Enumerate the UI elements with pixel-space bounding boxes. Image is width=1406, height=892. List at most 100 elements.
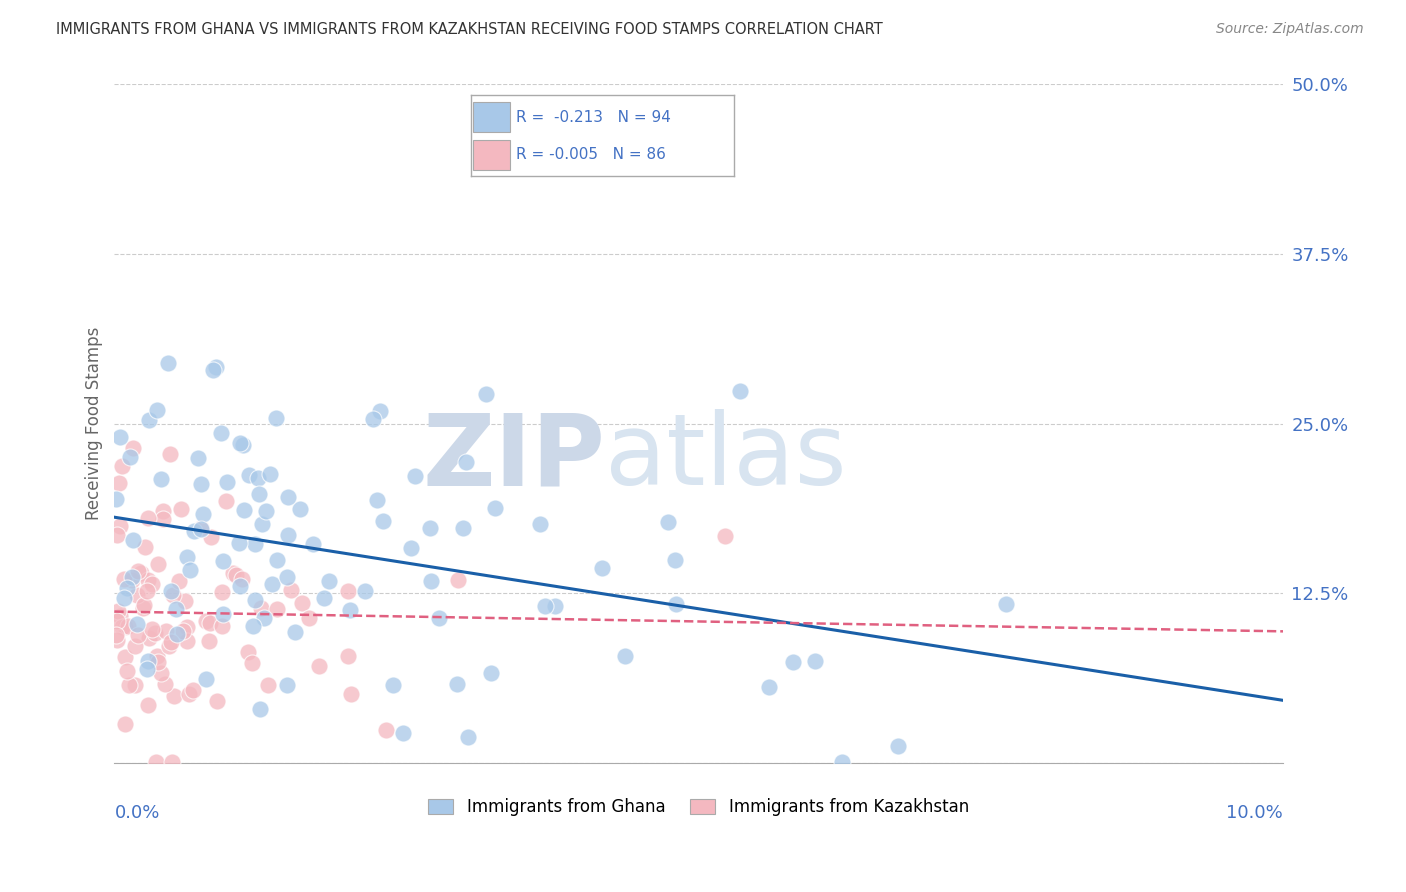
Point (121, 573, 143, 587)
Point (176, 634, 198, 648)
Point (114, 649, 136, 664)
Point (176, 550, 198, 565)
Point (104, 628, 127, 642)
Point (136, 511, 159, 525)
Point (198, 615, 221, 630)
Point (714, 529, 737, 543)
Point (544, 599, 567, 614)
Point (166, 627, 188, 641)
Point (125, 617, 148, 632)
Point (155, 624, 177, 639)
Point (138, 698, 160, 712)
Point (804, 654, 827, 668)
Point (259, 467, 281, 482)
Point (245, 593, 267, 607)
Point (117, 619, 139, 633)
Point (209, 426, 232, 441)
Point (120, 450, 142, 464)
Point (108, 518, 131, 533)
Point (141, 577, 163, 591)
Point (212, 554, 235, 568)
Point (247, 486, 270, 500)
Point (195, 673, 218, 687)
Point (228, 536, 250, 550)
Point (233, 503, 256, 517)
Point (138, 413, 160, 427)
Point (887, 739, 910, 753)
Point (125, 587, 148, 601)
Point (419, 521, 441, 535)
Point (200, 530, 222, 544)
Point (240, 656, 263, 670)
Point (337, 649, 360, 664)
Point (163, 690, 186, 704)
Point (127, 564, 149, 578)
Point (138, 631, 160, 645)
Point (657, 515, 679, 529)
Point (157, 639, 180, 653)
Point (290, 502, 312, 516)
Point (112, 572, 135, 586)
Point (534, 599, 557, 613)
Point (121, 441, 143, 455)
Point (134, 540, 156, 554)
Point (758, 680, 780, 694)
Point (340, 687, 363, 701)
Text: IMMIGRANTS FROM GHANA VS IMMIGRANTS FROM KAZAKHSTAN RECEIVING FOOD STAMPS CORREL: IMMIGRANTS FROM GHANA VS IMMIGRANTS FROM… (56, 22, 883, 37)
Point (105, 614, 128, 628)
Point (107, 603, 129, 617)
Point (257, 678, 280, 692)
Point (190, 523, 212, 537)
Y-axis label: Receiving Food Stamps: Receiving Food Stamps (86, 327, 103, 520)
Point (127, 628, 149, 642)
Point (108, 609, 131, 624)
Point (336, 584, 359, 599)
Point (105, 528, 128, 542)
Point (211, 619, 233, 633)
Point (143, 626, 166, 640)
Point (115, 665, 138, 679)
Point (190, 476, 212, 491)
Point (105, 633, 128, 648)
Point (124, 639, 146, 653)
Point (187, 451, 209, 466)
Point (114, 717, 136, 731)
Point (420, 574, 443, 589)
Point (266, 553, 288, 567)
Point (159, 447, 181, 461)
Point (108, 475, 131, 490)
Point (276, 678, 298, 692)
Point (141, 623, 163, 637)
Text: 10.0%: 10.0% (1226, 804, 1284, 822)
Point (201, 362, 224, 376)
Point (231, 572, 253, 586)
Point (284, 624, 307, 639)
Point (149, 472, 172, 486)
Point (159, 583, 181, 598)
Point (183, 524, 205, 538)
Point (110, 430, 132, 444)
Point (404, 468, 426, 483)
Point (194, 615, 217, 629)
Point (250, 517, 273, 532)
Point (451, 521, 474, 535)
Point (211, 607, 233, 622)
Point (529, 517, 551, 532)
Point (146, 655, 169, 669)
Point (111, 459, 134, 474)
Point (262, 577, 284, 591)
Point (728, 384, 751, 399)
Point (129, 566, 152, 581)
Point (152, 504, 174, 518)
Point (277, 527, 299, 541)
Point (170, 502, 193, 516)
Point (156, 356, 179, 370)
Point (115, 581, 138, 595)
Point (149, 665, 172, 680)
Point (276, 570, 298, 584)
Point (995, 597, 1018, 611)
Point (177, 687, 200, 701)
Point (353, 583, 375, 598)
Point (155, 677, 177, 691)
Point (114, 620, 136, 634)
